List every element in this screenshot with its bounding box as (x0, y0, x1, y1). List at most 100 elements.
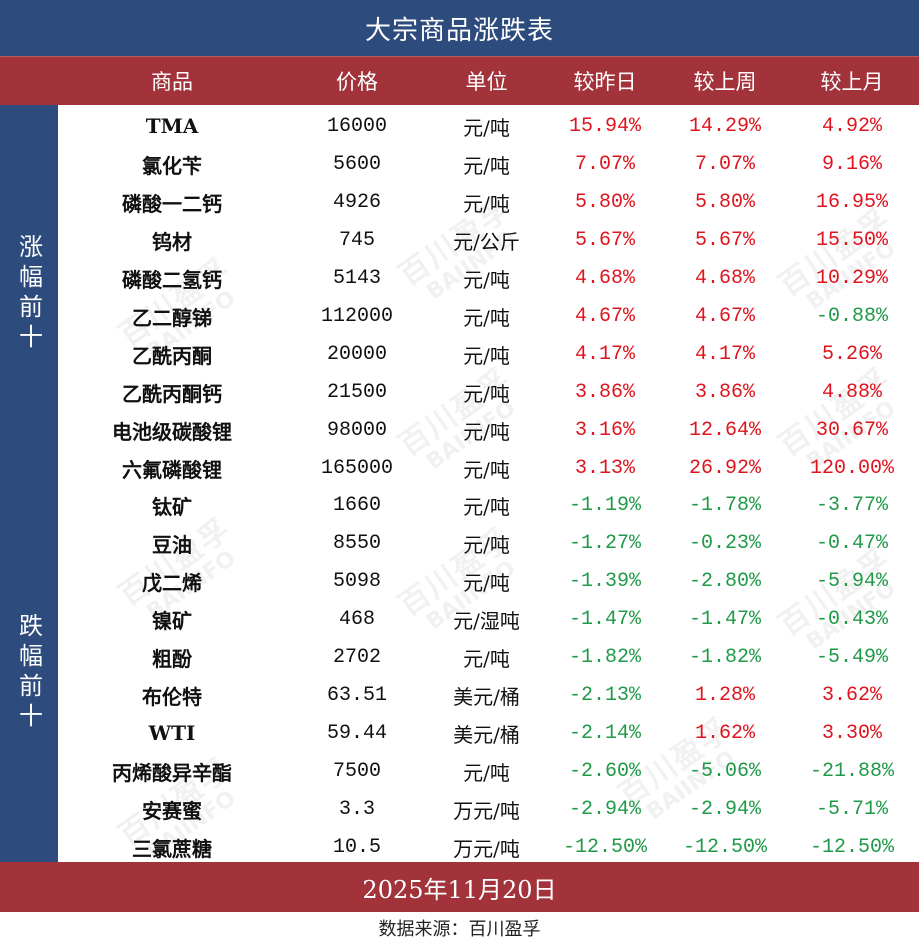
month-change-cell: -5.94% (815, 569, 888, 593)
week-change-cell: 12.64% (688, 418, 761, 442)
day-change-cell: 5.80% (574, 190, 635, 214)
fall-group-text: 跌幅前十 (14, 613, 43, 733)
day-change-cell: -2.13% (568, 683, 641, 707)
day-change-cell: -1.82% (568, 645, 641, 669)
commodity-name: 乙酰丙酮钙 (122, 381, 222, 406)
unit-cell: 元/吨 (463, 343, 510, 368)
price-cell: 5143 (332, 266, 381, 290)
price-cell: 59.44 (326, 721, 387, 745)
week-change-cell: 7.07% (694, 152, 755, 176)
unit-cell: 元/吨 (463, 419, 510, 444)
week-change-cell: 3.86% (694, 380, 755, 404)
week-change-cell: 4.17% (694, 342, 755, 366)
commodity-table: 百川盈孚 BAIINFO 百川盈孚 BAIINFO 百川盈孚 BAIINFO 百… (58, 105, 919, 865)
month-change-cell: 15.50% (815, 228, 888, 252)
commodity-name: 乙二醇锑 (132, 305, 212, 330)
day-change-cell: 15.94% (568, 114, 641, 138)
source-footer: 数据来源：百川盈孚 (0, 912, 919, 943)
commodity-name: 氯化苄 (142, 153, 202, 178)
week-change-cell: 5.67% (694, 228, 755, 252)
price-cell: 2702 (332, 645, 381, 669)
page-title: 大宗商品涨跌表 (0, 0, 919, 56)
day-change-cell: 3.13% (574, 456, 635, 480)
table-row: 钨材 745 元/公斤 5.67% 5.67% 15.50% (58, 221, 919, 259)
month-change-cell: -0.88% (815, 304, 888, 328)
unit-cell: 元/吨 (463, 570, 510, 595)
commodity-name: 乙酰丙酮 (132, 343, 212, 368)
unit-cell: 元/吨 (463, 153, 510, 178)
commodity-name: 豆油 (152, 532, 192, 557)
price-cell: 1660 (332, 493, 381, 517)
commodity-name: 钨材 (152, 229, 192, 254)
day-change-cell: 4.17% (574, 342, 635, 366)
month-change-cell: 3.30% (821, 721, 882, 745)
table-row: 乙二醇锑 112000 元/吨 4.67% 4.67% -0.88% (58, 297, 919, 335)
month-change-cell: -12.50% (809, 835, 894, 859)
price-cell: 63.51 (326, 683, 387, 707)
header-week-change: 较上周 (693, 70, 757, 94)
source-text: 数据来源：百川盈孚 (378, 918, 541, 940)
unit-cell: 万元/吨 (453, 798, 520, 823)
table-row: 乙酰丙酮 20000 元/吨 4.17% 4.17% 5.26% (58, 335, 919, 373)
week-change-cell: -2.80% (688, 569, 761, 593)
day-change-cell: 7.07% (574, 152, 635, 176)
month-change-cell: 10.29% (815, 266, 888, 290)
table-row: WTI 59.44 美元/桶 -2.14% 1.62% 3.30% (58, 714, 919, 752)
commodity-name: 三氯蔗糖 (132, 836, 212, 861)
week-change-cell: -5.06% (688, 759, 761, 783)
price-cell: 3.3 (338, 797, 375, 821)
month-change-cell: 4.92% (821, 114, 882, 138)
table-row: 丙烯酸异辛酯 7500 元/吨 -2.60% -5.06% -21.88% (58, 752, 919, 790)
day-change-cell: -1.19% (568, 493, 641, 517)
header-price: 价格 (336, 70, 378, 94)
price-cell: 468 (338, 607, 375, 631)
week-change-cell: -1.47% (688, 607, 761, 631)
unit-cell: 元/吨 (463, 267, 510, 292)
unit-cell: 元/吨 (463, 494, 510, 519)
price-cell: 98000 (326, 418, 387, 442)
unit-cell: 美元/桶 (453, 722, 520, 747)
table-row: 三氯蔗糖 10.5 万元/吨 -12.50% -12.50% -12.50% (58, 828, 919, 866)
commodity-name: 戊二烯 (142, 570, 202, 595)
week-change-cell: -2.94% (688, 797, 761, 821)
week-change-cell: -12.50% (682, 835, 767, 859)
table-row: 布伦特 63.51 美元/桶 -2.13% 1.28% 3.62% (58, 676, 919, 714)
week-change-cell: -1.82% (688, 645, 761, 669)
price-cell: 20000 (326, 342, 387, 366)
table-row: 钛矿 1660 元/吨 -1.19% -1.78% -3.77% (58, 486, 919, 524)
month-change-cell: 4.88% (821, 380, 882, 404)
unit-cell: 元/吨 (463, 191, 510, 216)
header-unit: 单位 (465, 70, 508, 94)
unit-cell: 美元/桶 (453, 684, 520, 709)
day-change-cell: 4.67% (574, 304, 635, 328)
month-change-cell: -0.43% (815, 607, 888, 631)
day-change-cell: -1.47% (568, 607, 641, 631)
commodity-name: 磷酸二氢钙 (122, 267, 222, 292)
commodity-name: 六氟磷酸锂 (122, 457, 222, 482)
day-change-cell: -2.94% (568, 797, 641, 821)
week-change-cell: 14.29% (688, 114, 761, 138)
table-row: 戊二烯 5098 元/吨 -1.39% -2.80% -5.94% (58, 562, 919, 600)
commodity-name: TMA (145, 114, 199, 138)
table-row: TMA 16000 元/吨 15.94% 14.29% 4.92% (58, 107, 919, 145)
commodity-name: 丙烯酸异辛酯 (112, 760, 232, 785)
unit-cell: 元/吨 (463, 760, 510, 785)
commodity-name: WTI (148, 721, 196, 745)
price-cell: 165000 (320, 456, 393, 480)
price-cell: 10.5 (332, 835, 381, 859)
week-change-cell: 4.67% (694, 304, 755, 328)
month-change-cell: 30.67% (815, 418, 888, 442)
date-banner: 2025年11月20日 (0, 862, 919, 912)
month-change-cell: 120.00% (809, 456, 894, 480)
table-row: 电池级碳酸锂 98000 元/吨 3.16% 12.64% 30.67% (58, 411, 919, 449)
unit-cell: 元/湿吨 (453, 608, 520, 633)
month-change-cell: 16.95% (815, 190, 888, 214)
unit-cell: 元/吨 (463, 305, 510, 330)
day-change-cell: 5.67% (574, 228, 635, 252)
price-cell: 7500 (332, 759, 381, 783)
day-change-cell: 3.86% (574, 380, 635, 404)
month-change-cell: 5.26% (821, 342, 882, 366)
unit-cell: 元/吨 (463, 381, 510, 406)
table-row: 粗酚 2702 元/吨 -1.82% -1.82% -5.49% (58, 638, 919, 676)
price-cell: 16000 (326, 114, 387, 138)
